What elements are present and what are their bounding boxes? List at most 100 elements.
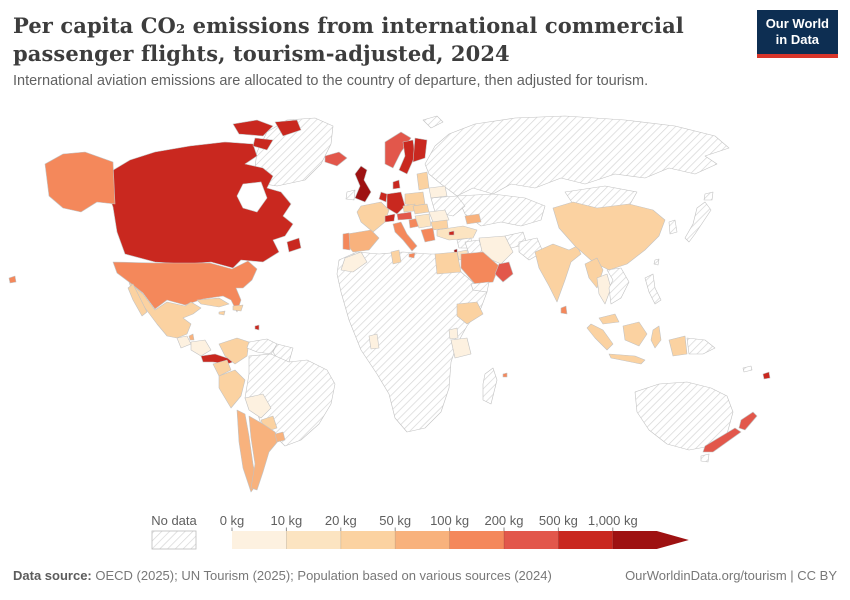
country-peru[interactable] — [218, 369, 246, 409]
country-thailand[interactable] — [596, 273, 612, 305]
chart-subtitle: International aviation emissions are all… — [13, 73, 649, 90]
country-italy-sicily[interactable] — [408, 252, 416, 259]
footer-link[interactable]: OurWorldinData.org/tourism | CC BY — [625, 568, 837, 583]
country-uruguay[interactable] — [274, 431, 286, 443]
country-trinidad[interactable] — [254, 324, 260, 331]
country-sri-lanka[interactable] — [560, 305, 568, 315]
country-belize[interactable] — [188, 333, 195, 341]
country-tunisia[interactable] — [390, 249, 402, 265]
country-greece[interactable] — [420, 227, 436, 243]
legend-segment-6[interactable] — [558, 531, 613, 549]
country-united-kingdom[interactable] — [354, 165, 372, 203]
country-new-caledonia[interactable] — [742, 365, 753, 373]
country-honduras-nicaragua[interactable] — [190, 339, 212, 357]
legend-tick-label: 20 kg — [325, 513, 357, 528]
country-india[interactable] — [534, 243, 582, 303]
country-cuba[interactable] — [196, 297, 230, 308]
country-argentina[interactable] — [248, 415, 280, 491]
country-uae-oman[interactable] — [494, 261, 514, 283]
country-ghana[interactable] — [368, 333, 380, 350]
country-turkey[interactable] — [436, 225, 478, 241]
country-fiji[interactable] — [762, 371, 771, 380]
country-tanzania[interactable] — [450, 337, 472, 359]
country-south-korea[interactable] — [668, 219, 678, 235]
country-canada-arctic-islands[interactable] — [274, 119, 302, 137]
country-finland[interactable] — [412, 137, 428, 163]
country-portugal[interactable] — [342, 232, 351, 251]
country-switzerland[interactable] — [384, 213, 396, 223]
country-morocco[interactable] — [340, 251, 368, 273]
country-ethiopia[interactable] — [456, 301, 484, 325]
country-mauritius[interactable] — [502, 372, 508, 378]
country-indonesia-sulawesi[interactable] — [650, 325, 662, 349]
country-japan-hokkaido[interactable] — [703, 191, 714, 201]
country-new-zealand-north[interactable] — [738, 411, 758, 431]
country-uganda[interactable] — [448, 327, 459, 340]
legend-tick-label: 0 kg — [220, 513, 245, 528]
country-russia[interactable] — [424, 115, 730, 197]
country-sweden[interactable] — [398, 139, 416, 175]
country-hawaii[interactable] — [8, 275, 17, 284]
legend-segment-2[interactable] — [340, 531, 396, 549]
country-venezuela[interactable] — [246, 338, 278, 355]
country-jamaica[interactable] — [218, 310, 226, 316]
country-madagascar[interactable] — [482, 367, 498, 405]
legend-segment-0[interactable] — [232, 531, 287, 549]
country-germany[interactable] — [386, 191, 406, 215]
legend-segment-arrow[interactable] — [612, 531, 689, 549]
country-united-states[interactable] — [112, 260, 258, 313]
country-hispaniola[interactable] — [232, 304, 244, 312]
country-cyprus[interactable] — [448, 230, 455, 236]
country-caucasus[interactable] — [464, 213, 482, 225]
country-philippines[interactable] — [644, 273, 662, 305]
legend-segment-3[interactable] — [395, 531, 450, 549]
country-china[interactable] — [552, 201, 666, 271]
country-canada-newfoundland[interactable] — [286, 237, 302, 253]
country-alaska[interactable] — [44, 151, 116, 213]
world-choropleth-map[interactable]: No data 0 kg 10 kg 20 kg 50 kg 100 kg 200 kg 5… — [5, 112, 845, 567]
country-malaysia[interactable] — [598, 313, 620, 325]
country-japan[interactable] — [684, 201, 712, 243]
country-ecuador[interactable] — [212, 359, 232, 377]
country-norway[interactable] — [384, 131, 412, 169]
country-mexico-baja[interactable] — [127, 283, 148, 317]
owid-logo[interactable]: Our World in Data — [756, 10, 838, 58]
country-indochina[interactable] — [606, 267, 630, 305]
legend-no-data-swatch[interactable] — [151, 530, 197, 550]
country-indonesia-borneo[interactable] — [622, 321, 648, 347]
country-austria[interactable] — [396, 211, 413, 221]
country-baltics[interactable] — [416, 171, 430, 191]
country-italy[interactable] — [392, 221, 418, 252]
country-egypt[interactable] — [434, 251, 462, 275]
country-indonesia-papua[interactable] — [668, 335, 688, 357]
country-canada-arctic-islands[interactable] — [232, 119, 274, 137]
country-papua-new-guinea[interactable] — [686, 337, 716, 355]
country-bulgaria[interactable] — [430, 219, 449, 231]
country-france[interactable] — [356, 201, 390, 233]
country-svalbard[interactable] — [422, 115, 444, 129]
legend-segment-1[interactable] — [286, 531, 341, 549]
country-bolivia[interactable] — [244, 393, 272, 419]
country-saudi-arabia[interactable] — [460, 251, 500, 285]
country-belarus[interactable] — [428, 185, 448, 199]
country-serbia-balkans[interactable] — [414, 213, 432, 229]
country-ireland[interactable] — [345, 189, 356, 201]
legend-segment-5[interactable] — [504, 531, 559, 549]
country-colombia[interactable] — [218, 337, 250, 365]
country-indonesia-java[interactable] — [608, 353, 646, 365]
country-tasmania[interactable] — [700, 453, 710, 463]
country-canada-arctic-islands[interactable] — [252, 137, 274, 151]
legend-segment-4[interactable] — [449, 531, 504, 549]
country-benelux[interactable] — [378, 191, 388, 203]
country-indonesia-sumatra[interactable] — [586, 323, 614, 351]
country-iceland[interactable] — [324, 151, 348, 167]
country-taiwan[interactable] — [653, 258, 660, 266]
country-canada[interactable] — [106, 141, 294, 269]
country-mexico[interactable] — [128, 281, 202, 339]
country-yemen[interactable] — [470, 281, 490, 293]
country-denmark[interactable] — [392, 179, 401, 190]
country-guatemala[interactable] — [176, 335, 192, 349]
country-hungary-slovakia[interactable] — [412, 203, 430, 215]
country-new-zealand-south[interactable] — [702, 427, 742, 453]
country-romania[interactable] — [428, 209, 450, 223]
